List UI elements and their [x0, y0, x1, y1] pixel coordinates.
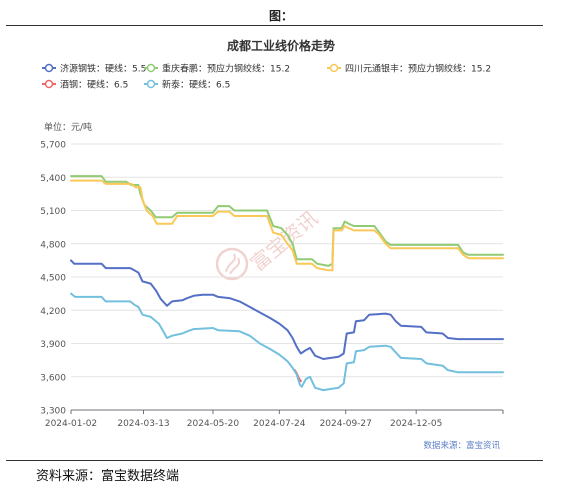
legend-item-sichuan[interactable]: 四川元通银丰：预应力钢绞线：15.2	[327, 63, 491, 75]
series-line-0[interactable]	[70, 259, 504, 360]
x-tick-label: 2024-05-20	[187, 419, 240, 429]
legend-item-jiugang[interactable]: 酒钢：硬线：6.5	[42, 79, 128, 91]
bottom-divider	[6, 460, 543, 461]
legend-label-xintai: 新泰：硬线：6.5	[162, 79, 230, 91]
legend-item-jiyuan[interactable]: 济源钢铁：硬线：5.5	[42, 63, 146, 75]
legend-item-xintai[interactable]: 新泰：硬线：6.5	[144, 79, 230, 91]
figure-label: 图：	[268, 9, 293, 23]
y-tick-label: 5,400	[40, 174, 66, 184]
series-layer	[70, 175, 504, 392]
x-tick-label: 2024-09-27	[320, 419, 372, 429]
y-tick-label: 3,600	[40, 373, 66, 383]
grid-layer	[71, 143, 503, 411]
footer-source: 资料来源：富宝数据终端	[36, 469, 180, 484]
y-tick-label: 3,300	[40, 407, 66, 417]
legend-item-chongqing[interactable]: 重庆春鹏：预应力钢绞线：15.2	[144, 63, 290, 75]
data-source-note: 数据来源：富宝资讯	[423, 440, 500, 451]
legend-label-jiyuan: 济源钢铁：硬线：5.5	[60, 63, 146, 75]
legend-label-sichuan: 四川元通银丰：预应力钢绞线：15.2	[345, 63, 491, 75]
x-tick-label: 2024-07-24	[253, 419, 306, 429]
y-tick-label: 5,700	[40, 141, 66, 151]
y-tick-label: 4,800	[40, 240, 66, 250]
watermark-logo-icon	[215, 247, 249, 281]
legend-label-jiugang: 酒钢：硬线：6.5	[60, 79, 128, 91]
series-line-4[interactable]	[70, 292, 504, 392]
top-divider	[6, 25, 543, 26]
x-tick-label: 2024-03-13	[117, 419, 169, 429]
chart-legend: 济源钢铁：硬线：5.5 重庆春鹏：预应力钢绞线：15.2 四川元通银丰：预应力钢…	[42, 63, 491, 91]
y-tick-label: 4,200	[40, 307, 66, 317]
x-tick-label: 2024-12-05	[390, 419, 442, 429]
legend-label-chongqing: 重庆春鹏：预应力钢绞线：15.2	[162, 63, 290, 75]
y-tick-label: 4,500	[40, 274, 66, 284]
chart-container: 成都工业线价格走势 济源钢铁：硬线：5.5 重庆春鹏：预应力钢绞线：15.2 四…	[0, 26, 562, 458]
y-tick-label: 5,100	[40, 207, 66, 217]
series-line-2[interactable]	[70, 179, 504, 272]
unit-label: 单位：元/吨	[44, 121, 92, 133]
price-trend-chart: 成都工业线价格走势 济源钢铁：硬线：5.5 重庆春鹏：预应力钢绞线：15.2 四…	[40, 38, 504, 451]
chart-title: 成都工业线价格走势	[227, 38, 335, 53]
x-tick-label: 2024-01-02	[45, 419, 97, 429]
y-tick-label: 3,900	[40, 340, 66, 350]
axis-layer: 3,300 3,600 3,900 4,200 4,500 4,800 5,100 5,400…	[40, 141, 504, 429]
